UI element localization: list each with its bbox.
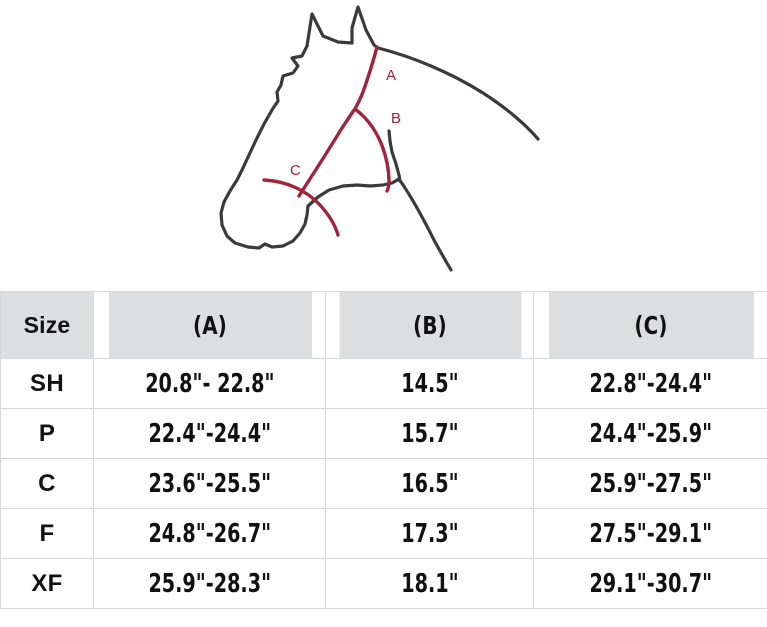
neck-underline-path [397, 177, 453, 272]
cell-b-text: 15.7" [400, 418, 459, 449]
table-row: P 22.4"-24.4" 15.7" 24.4"-25.9" [0, 408, 767, 459]
diagram-label-b: B [391, 110, 401, 127]
face-profile-path [222, 44, 309, 204]
cell-a-text: 22.4"-24.4" [148, 418, 271, 449]
header-col-c: (C) [547, 291, 754, 359]
measurement-lines-group [262, 45, 391, 237]
cell-c: 22.8"-24.4" [533, 358, 767, 409]
cell-c: 29.1"-30.7" [533, 558, 767, 609]
cell-b: 16.5" [325, 458, 534, 509]
header-col-a: (A) [106, 291, 313, 359]
cell-b: 17.3" [325, 508, 534, 559]
cell-a: 20.8"- 22.8" [93, 358, 326, 409]
header-col-a-text: (A) [192, 310, 227, 340]
header-size: Size [0, 291, 94, 359]
cell-c: 27.5"-29.1" [533, 508, 767, 559]
table-header: Size (A) (B) (C) [0, 291, 767, 359]
cell-b-text: 16.5" [400, 468, 459, 499]
cell-a: 24.8"-26.7" [93, 508, 326, 559]
cell-c-text: 24.4"-25.9" [589, 418, 712, 449]
cell-c-text: 29.1"-30.7" [589, 568, 712, 599]
cell-size: SH [0, 358, 94, 409]
measurement-line-c [262, 178, 340, 237]
diagram-label-c: C [290, 162, 301, 179]
measurement-line-cheek [297, 108, 356, 198]
cell-a: 25.9"-28.3" [93, 558, 326, 609]
cell-a-text: 23.6"-25.5" [148, 468, 271, 499]
diagram-label-a: A [386, 67, 396, 84]
table-row: F 24.8"-26.7" 17.3" 27.5"-29.1" [0, 508, 767, 559]
table-row: SH 20.8"- 22.8" 14.5" 22.8"-24.4" [0, 358, 767, 409]
cell-c: 24.4"-25.9" [533, 408, 767, 459]
cell-b-text: 14.5" [400, 368, 459, 399]
jaw-line-path [368, 177, 401, 188]
cell-a-text: 20.8"- 22.8" [144, 368, 275, 399]
cell-b: 18.1" [325, 558, 534, 609]
table-row: C 23.6"-25.5" 16.5" 25.9"-27.5" [0, 458, 767, 509]
head-outline-path [305, 5, 380, 50]
header-col-c-text: (C) [633, 310, 668, 340]
cell-a-text: 24.8"-26.7" [148, 518, 271, 549]
cell-c-text: 22.8"-24.4" [589, 368, 712, 399]
measurement-line-b [353, 107, 391, 193]
table-row: XF 25.9"-28.3" 18.1" 29.1"-30.7" [0, 558, 767, 609]
cell-a: 22.4"-24.4" [93, 408, 326, 459]
cell-a: 23.6"-25.5" [93, 458, 326, 509]
throat-stub-path [387, 129, 402, 183]
header-row: Size (A) (B) (C) [0, 291, 767, 359]
cell-size: P [0, 408, 94, 459]
cell-size: F [0, 508, 94, 559]
cell-c-text: 25.9"-27.5" [589, 468, 712, 499]
size-chart-table: Size (A) (B) (C) SH 20.8"- 22.8" 14.5" 2… [0, 291, 767, 609]
mouth-line-path [306, 183, 372, 208]
cell-b-text: 18.1" [400, 568, 459, 599]
mane-crest-path [376, 46, 540, 141]
muzzle-outline-path [219, 200, 310, 250]
header-col-b: (B) [337, 291, 522, 359]
cell-c-text: 27.5"-29.1" [589, 518, 712, 549]
cell-b: 14.5" [325, 358, 534, 409]
cell-b: 15.7" [325, 408, 534, 459]
cell-c: 25.9"-27.5" [533, 458, 767, 509]
cell-size: C [0, 458, 94, 509]
cell-a-text: 25.9"-28.3" [148, 568, 271, 599]
header-col-b-text: (B) [412, 310, 447, 340]
measurement-line-a [353, 45, 379, 111]
table-body: SH 20.8"- 22.8" 14.5" 22.8"-24.4" P 22.4… [0, 358, 767, 609]
cell-size: XF [0, 558, 94, 609]
horse-head-diagram: A B C [0, 0, 767, 291]
cell-b-text: 17.3" [400, 518, 459, 549]
